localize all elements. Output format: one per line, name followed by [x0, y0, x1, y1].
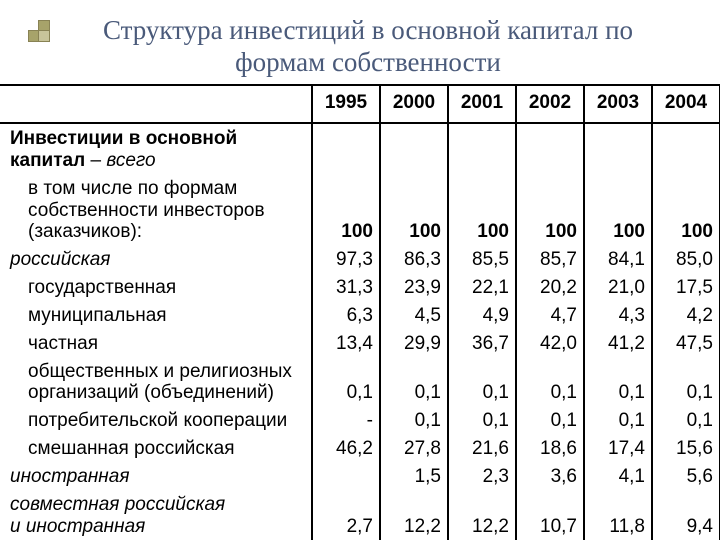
table-cell: 21,0: [584, 273, 652, 301]
table-cell: 84,1: [584, 245, 652, 273]
table-cell: 12,2: [448, 490, 516, 540]
table-row: частная13,429,936,742,041,247,5: [0, 329, 720, 357]
table-row: российская97,386,385,585,784,185,0: [0, 245, 720, 273]
row-label: совместная российскаяи иностранная: [0, 490, 312, 540]
table-cell: 100: [652, 123, 720, 245]
table-cell: 46,2: [312, 434, 380, 462]
table-cell: 17,5: [652, 273, 720, 301]
table-cell: 10,7: [516, 490, 584, 540]
table-cell: 42,0: [516, 329, 584, 357]
table-cell: 4,2: [652, 301, 720, 329]
table-cell: 85,7: [516, 245, 584, 273]
table-row: муниципальная6,34,54,94,74,34,2: [0, 301, 720, 329]
table-cell: -: [312, 406, 380, 434]
table-header-year: 2004: [652, 86, 720, 123]
table-cell: 100: [380, 123, 448, 245]
table-cell: 0,1: [380, 357, 448, 407]
table-cell: 3,6: [516, 462, 584, 490]
table-cell: 97,3: [312, 245, 380, 273]
row-label: общественных и религиозныхорганизаций (о…: [0, 357, 312, 407]
table-cell: 0,1: [584, 406, 652, 434]
table-cell: 11,8: [584, 490, 652, 540]
slide: Структура инвестиций в основной капитал …: [0, 0, 720, 540]
table-cell: 85,0: [652, 245, 720, 273]
table-cell: 100: [448, 123, 516, 245]
slide-title: Структура инвестиций в основной капитал …: [56, 14, 680, 79]
table-container: 1995 2000 2001 2002 2003 2004 Инвестиции…: [0, 84, 720, 524]
table-cell: 0,1: [652, 406, 720, 434]
table-row: Инвестиции в основнойкапитал – всегов то…: [0, 123, 720, 245]
table-row: совместная российскаяи иностранная2,712,…: [0, 490, 720, 540]
row-label: российская: [0, 245, 312, 273]
table-cell: 0,1: [380, 406, 448, 434]
table-cell: 15,6: [652, 434, 720, 462]
table-cell: 22,1: [448, 273, 516, 301]
table-cell: 18,6: [516, 434, 584, 462]
table-cell: 0,1: [448, 357, 516, 407]
row-label: смешанная российская: [0, 434, 312, 462]
corner-decoration: [28, 20, 50, 42]
table-cell: 100: [584, 123, 652, 245]
table-header-year: 2001: [448, 86, 516, 123]
table-cell: 0,1: [516, 357, 584, 407]
table-cell: 21,6: [448, 434, 516, 462]
table-cell: 29,9: [380, 329, 448, 357]
row-label: муниципальная: [0, 301, 312, 329]
table-cell: 4,5: [380, 301, 448, 329]
table-cell: 4,9: [448, 301, 516, 329]
table-cell: 85,5: [448, 245, 516, 273]
table-cell: 6,3: [312, 301, 380, 329]
table-cell: 2,7: [312, 490, 380, 540]
table-cell: 9,4: [652, 490, 720, 540]
table-header-row: 1995 2000 2001 2002 2003 2004: [0, 86, 720, 123]
table-header-year: 1995: [312, 86, 380, 123]
table-cell: 13,4: [312, 329, 380, 357]
table-header-empty: [0, 86, 312, 123]
table-cell: 0,1: [584, 357, 652, 407]
table-cell: 1,5: [380, 462, 448, 490]
table-cell: 0,1: [516, 406, 584, 434]
row-label: государственная: [0, 273, 312, 301]
row-label: иностранная: [0, 462, 312, 490]
table-cell: 12,2: [380, 490, 448, 540]
table-cell: 17,4: [584, 434, 652, 462]
table-cell: 2,3: [448, 462, 516, 490]
title-line-2: формам собственности: [235, 47, 501, 77]
table-row: смешанная российская46,227,821,618,617,4…: [0, 434, 720, 462]
table-row: потребительской кооперации-0,10,10,10,10…: [0, 406, 720, 434]
row-label: частная: [0, 329, 312, 357]
table-cell: 23,9: [380, 273, 448, 301]
table-header-year: 2002: [516, 86, 584, 123]
table-cell: 100: [312, 123, 380, 245]
table-row: государственная31,323,922,120,221,017,5: [0, 273, 720, 301]
table-cell: 100: [516, 123, 584, 245]
table-cell: [312, 462, 380, 490]
table-cell: 4,7: [516, 301, 584, 329]
table-cell: 27,8: [380, 434, 448, 462]
table-cell: 41,2: [584, 329, 652, 357]
table-header-year: 2003: [584, 86, 652, 123]
table-cell: 20,2: [516, 273, 584, 301]
table-header-year: 2000: [380, 86, 448, 123]
table-cell: 4,1: [584, 462, 652, 490]
table-cell: 0,1: [652, 357, 720, 407]
row-label: потребительской кооперации: [0, 406, 312, 434]
table-cell: 36,7: [448, 329, 516, 357]
table-cell: 5,6: [652, 462, 720, 490]
table-cell: 0,1: [448, 406, 516, 434]
row-label: Инвестиции в основнойкапитал – всегов то…: [0, 123, 312, 245]
investment-table: 1995 2000 2001 2002 2003 2004 Инвестиции…: [0, 86, 720, 540]
table-row: иностранная 1,52,33,64,15,6: [0, 462, 720, 490]
table-cell: 47,5: [652, 329, 720, 357]
table-cell: 31,3: [312, 273, 380, 301]
table-body: Инвестиции в основнойкапитал – всегов то…: [0, 123, 720, 540]
table-row: общественных и религиозныхорганизаций (о…: [0, 357, 720, 407]
table-cell: 0,1: [312, 357, 380, 407]
table-cell: 86,3: [380, 245, 448, 273]
table-cell: 4,3: [584, 301, 652, 329]
title-line-1: Структура инвестиций в основной капитал …: [103, 15, 633, 45]
